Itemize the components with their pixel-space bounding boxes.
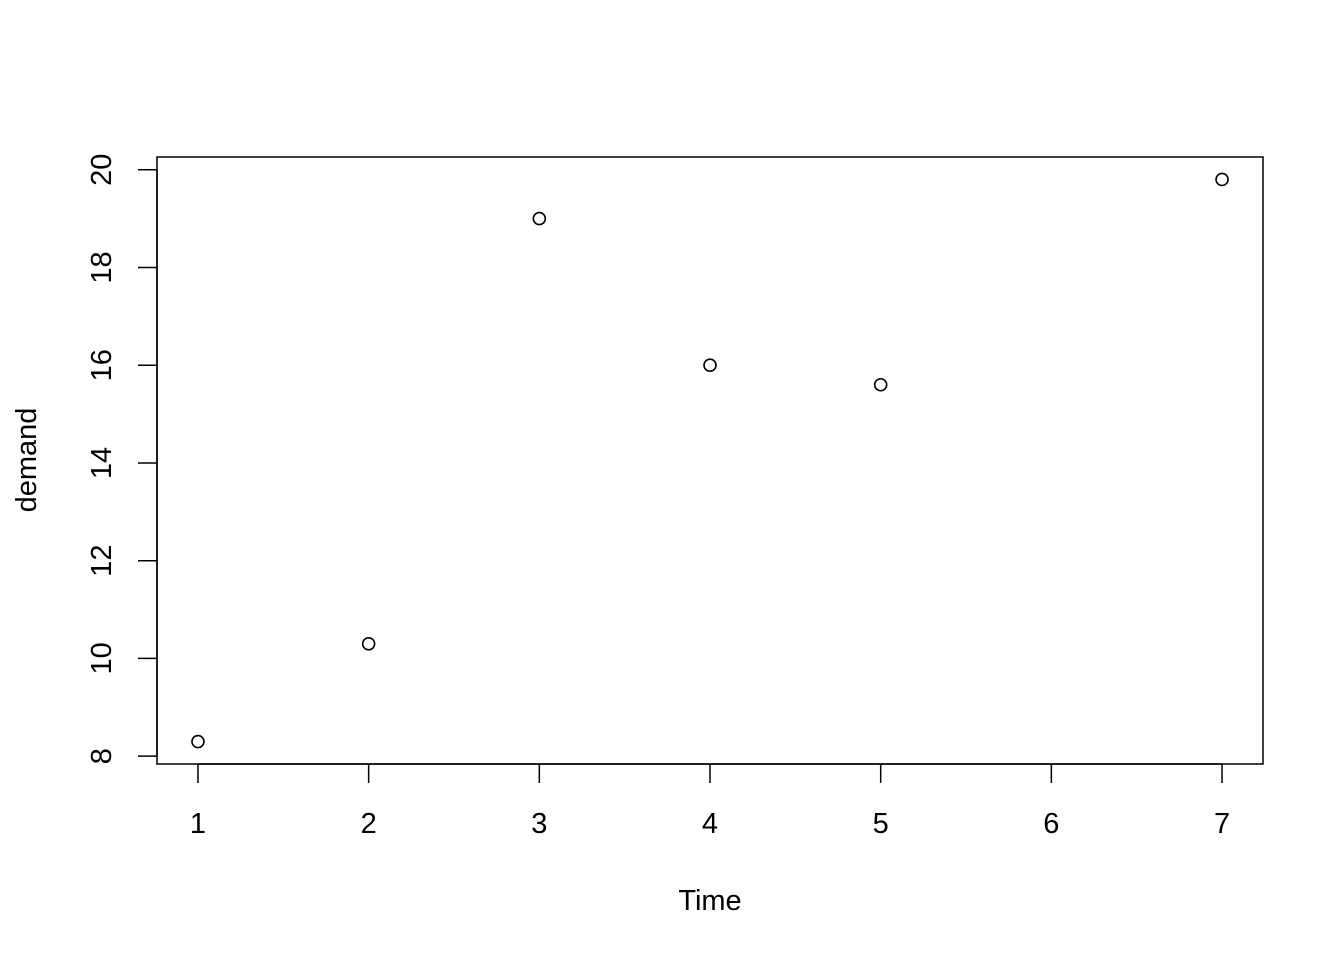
data-point: [873, 377, 888, 392]
y-tick-label: 14: [86, 447, 118, 479]
y-tick-label: 10: [86, 642, 118, 674]
x-tick-label: 4: [702, 808, 718, 840]
data-point: [1215, 172, 1229, 187]
x-tick-label: 3: [531, 808, 547, 840]
x-axis: 1 2 3 4 5 6 7: [190, 763, 1230, 840]
data-point: [532, 211, 547, 226]
x-tick-label: 2: [361, 808, 377, 840]
y-tick-label: 16: [86, 349, 118, 381]
y-tick-label: 20: [86, 154, 118, 186]
plot-frame: [156, 156, 1264, 765]
y-axis-label: demand: [11, 408, 43, 513]
data-point: [703, 358, 717, 372]
x-tick-label: 1: [190, 808, 206, 840]
y-tick-label: 18: [86, 251, 118, 283]
x-tick-label: 7: [1214, 808, 1230, 840]
x-tick-label: 6: [1043, 808, 1059, 840]
data-point: [361, 636, 376, 651]
data-point: [191, 734, 205, 749]
y-tick-label: 8: [86, 748, 118, 764]
x-tick-label: 5: [873, 808, 889, 840]
y-tick-label: 12: [86, 545, 118, 577]
data-points: [191, 172, 1229, 749]
x-axis-label: Time: [678, 885, 741, 917]
y-axis: 8 10 12 14 16 18 20: [86, 154, 158, 764]
